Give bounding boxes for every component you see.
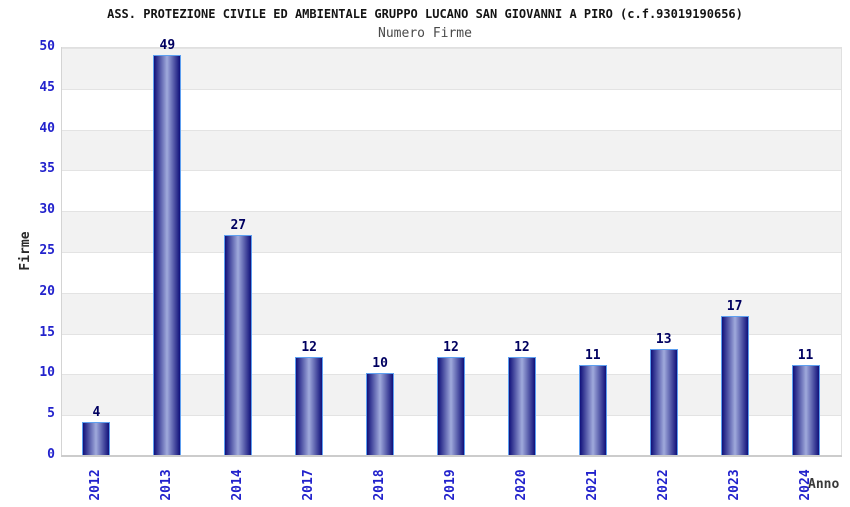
y-tick-label: 10 — [39, 365, 55, 381]
y-tick-label: 0 — [47, 447, 55, 462]
y-tick-label: 20 — [39, 283, 55, 299]
bar-value-label: 10 — [372, 356, 388, 372]
x-tick-label: 2012 — [88, 469, 104, 501]
bar — [82, 422, 111, 455]
y-axis-line — [61, 47, 62, 456]
bar-value-label: 11 — [584, 348, 601, 364]
plot-band — [61, 292, 841, 334]
bar — [295, 357, 324, 455]
x-tick-label: 2023 — [726, 469, 742, 501]
x-tick-label: 2021 — [584, 469, 600, 501]
x-tick-label: 2022 — [655, 469, 671, 501]
bar-value-label: 27 — [230, 217, 247, 233]
bar-value-label: 49 — [159, 38, 176, 54]
bar — [791, 365, 820, 455]
chart-title: ASS. PROTEZIONE CIVILE ED AMBIENTALE GRU… — [107, 7, 743, 21]
plot-band — [61, 211, 841, 252]
y-tick-label: 35 — [39, 161, 55, 177]
bar-value-label: 4 — [92, 405, 101, 421]
gridline — [61, 292, 841, 294]
y-tick-label: 25 — [39, 243, 55, 258]
bar-value-label: 13 — [655, 331, 672, 347]
y-tick-label: 40 — [39, 120, 55, 136]
bar — [437, 357, 465, 455]
bar — [578, 365, 607, 455]
bar — [720, 316, 749, 455]
y-tick-label: 30 — [39, 202, 55, 218]
gridline — [61, 129, 841, 131]
bar-value-label: 11 — [797, 348, 814, 364]
x-tick-label: 2013 — [159, 469, 175, 501]
y-tick-label: 45 — [39, 79, 55, 95]
gridline — [61, 252, 841, 253]
gridline — [61, 88, 841, 90]
x-tick-label: 2014 — [230, 469, 246, 501]
x-tick-label: 2018 — [372, 469, 388, 501]
y-tick-label: 5 — [47, 406, 55, 422]
gridline — [61, 211, 841, 213]
x-tick-label: 2019 — [443, 469, 458, 501]
plot-band — [61, 48, 841, 89]
bar — [366, 373, 395, 455]
bar — [507, 357, 536, 455]
x-tick-label: 2020 — [513, 469, 529, 501]
plot-band — [61, 129, 841, 171]
gridline — [61, 333, 841, 335]
x-axis-title: Anno — [808, 477, 840, 492]
y-tick-label: 50 — [39, 39, 55, 54]
x-tick-label: 2024 — [797, 469, 813, 501]
bar-value-label: 17 — [726, 299, 743, 315]
x-tick-label: 2017 — [301, 469, 317, 501]
bar-value-label: 12 — [514, 340, 530, 356]
y-tick-label: 15 — [39, 324, 55, 340]
bar-value-label: 12 — [443, 340, 459, 356]
bar — [649, 348, 678, 455]
bar-value-label: 12 — [301, 340, 317, 356]
gridline — [61, 170, 841, 172]
gridline — [61, 48, 841, 49]
chart-subtitle: Numero Firme — [378, 26, 472, 41]
x-axis-line — [61, 455, 842, 457]
bar — [153, 55, 182, 455]
bar — [224, 234, 253, 455]
